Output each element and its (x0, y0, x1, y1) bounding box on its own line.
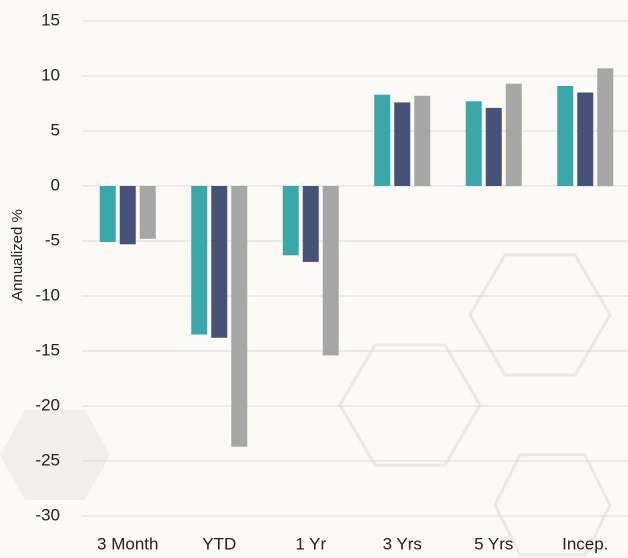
y-tick-label: -20 (35, 395, 60, 414)
bar (231, 186, 247, 447)
bar (577, 93, 593, 187)
bar (394, 102, 410, 186)
y-tick-label: 5 (51, 120, 60, 139)
x-tick-label: Incep. (562, 534, 608, 553)
x-tick-label: 3 Month (97, 534, 158, 553)
y-tick-label: -30 (35, 505, 60, 524)
y-axis-label: Annualized % (9, 209, 26, 301)
x-tick-label: 1 Yr (295, 534, 326, 553)
bar (466, 101, 482, 186)
bar (597, 68, 613, 186)
bar (414, 96, 430, 186)
chart: Annualized % -30 -25 -20 -15 -10 -5 0 5 10 15 3 Mo… (0, 0, 628, 558)
bar (100, 186, 116, 242)
bar (211, 186, 227, 338)
bar (486, 108, 502, 186)
bar (323, 186, 339, 355)
x-tick-label: 5 Yrs (474, 534, 513, 553)
y-tick-label: -5 (45, 230, 60, 249)
y-tick-label: 10 (41, 65, 60, 84)
y-tick-label: 15 (41, 10, 60, 29)
bar (374, 95, 390, 186)
bar (506, 84, 522, 186)
bar (191, 186, 207, 335)
y-tick-label: -10 (35, 285, 60, 304)
bar (283, 186, 299, 255)
x-tick-label: 3 Yrs (383, 534, 422, 553)
y-tick-label: 0 (51, 175, 60, 194)
bar (303, 186, 319, 262)
y-tick-label: -15 (35, 340, 60, 359)
x-tick-label: YTD (202, 534, 236, 553)
bar (557, 86, 573, 186)
bar (120, 186, 136, 244)
background-hexagons (0, 255, 610, 555)
y-tick-label: -25 (35, 450, 60, 469)
bar (140, 186, 156, 239)
